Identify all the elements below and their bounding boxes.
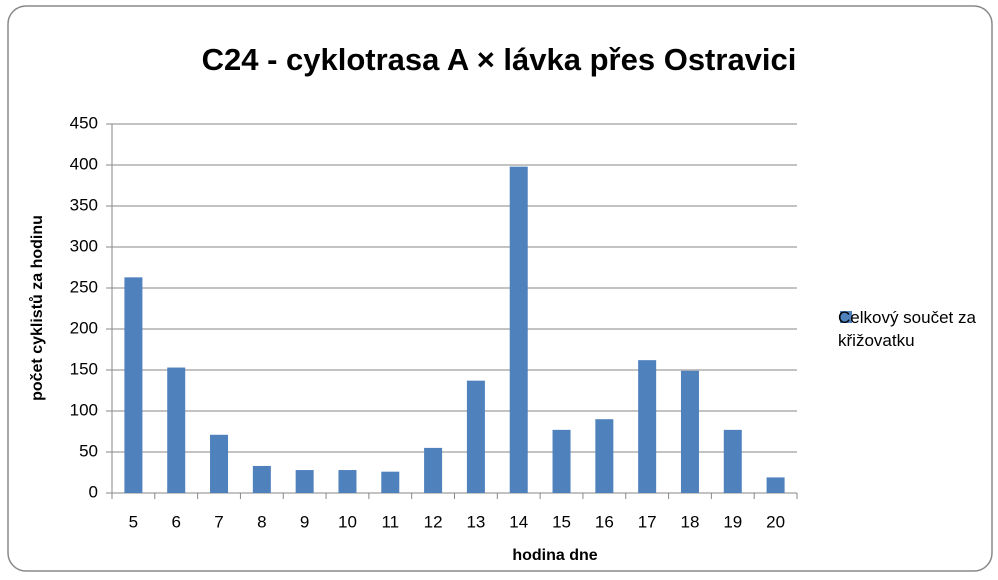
x-tick-label: 17 [638,512,657,531]
y-tick-label: 400 [70,154,98,173]
x-tick-label: 15 [552,512,571,531]
bar [509,166,528,493]
bar [124,277,143,493]
x-tick-label: 7 [214,512,223,531]
x-tick-label: 19 [723,512,742,531]
y-tick-label: 150 [70,359,98,378]
bar [595,419,614,493]
x-tick-label: 6 [171,512,180,531]
x-tick-label: 14 [509,512,528,531]
y-tick-label: 100 [70,400,98,419]
bar [167,367,186,493]
bar [210,434,229,493]
y-tick-label: 0 [89,482,98,501]
bar [766,477,785,493]
bar [466,380,485,493]
x-tick-label: 18 [681,512,700,531]
x-tick-label: 16 [595,512,614,531]
x-axis-label: hodina dne [512,547,597,564]
y-tick-label: 350 [70,195,98,214]
legend-swatch [840,311,852,323]
bar [381,471,400,493]
legend-label: Celkový součet za křižovatku [838,308,976,350]
x-tick-label: 10 [338,512,357,531]
x-tick-label: 11 [381,512,399,531]
bar [723,429,742,493]
bar [552,429,571,493]
y-tick-label: 450 [70,113,98,132]
bar [638,360,657,493]
bar [338,470,357,493]
x-tick-label: 9 [300,512,309,531]
x-tick-label: 13 [466,512,485,531]
bar [295,470,314,493]
bar [424,447,443,493]
bar [680,370,699,493]
chart-title: C24 - cyklotrasa A × lávka přes Ostravic… [202,42,797,77]
y-tick-label: 250 [70,277,98,296]
y-tick-label: 200 [70,318,98,337]
x-tick-label: 20 [766,512,785,531]
y-tick-label: 300 [70,236,98,255]
y-axis-label: počet cyklistů za hodinu [29,215,46,401]
x-tick-label: 8 [257,512,266,531]
x-tick-label: 12 [424,512,443,531]
x-tick-label: 5 [129,512,138,531]
y-tick-label: 50 [79,441,98,460]
bar [252,465,271,493]
